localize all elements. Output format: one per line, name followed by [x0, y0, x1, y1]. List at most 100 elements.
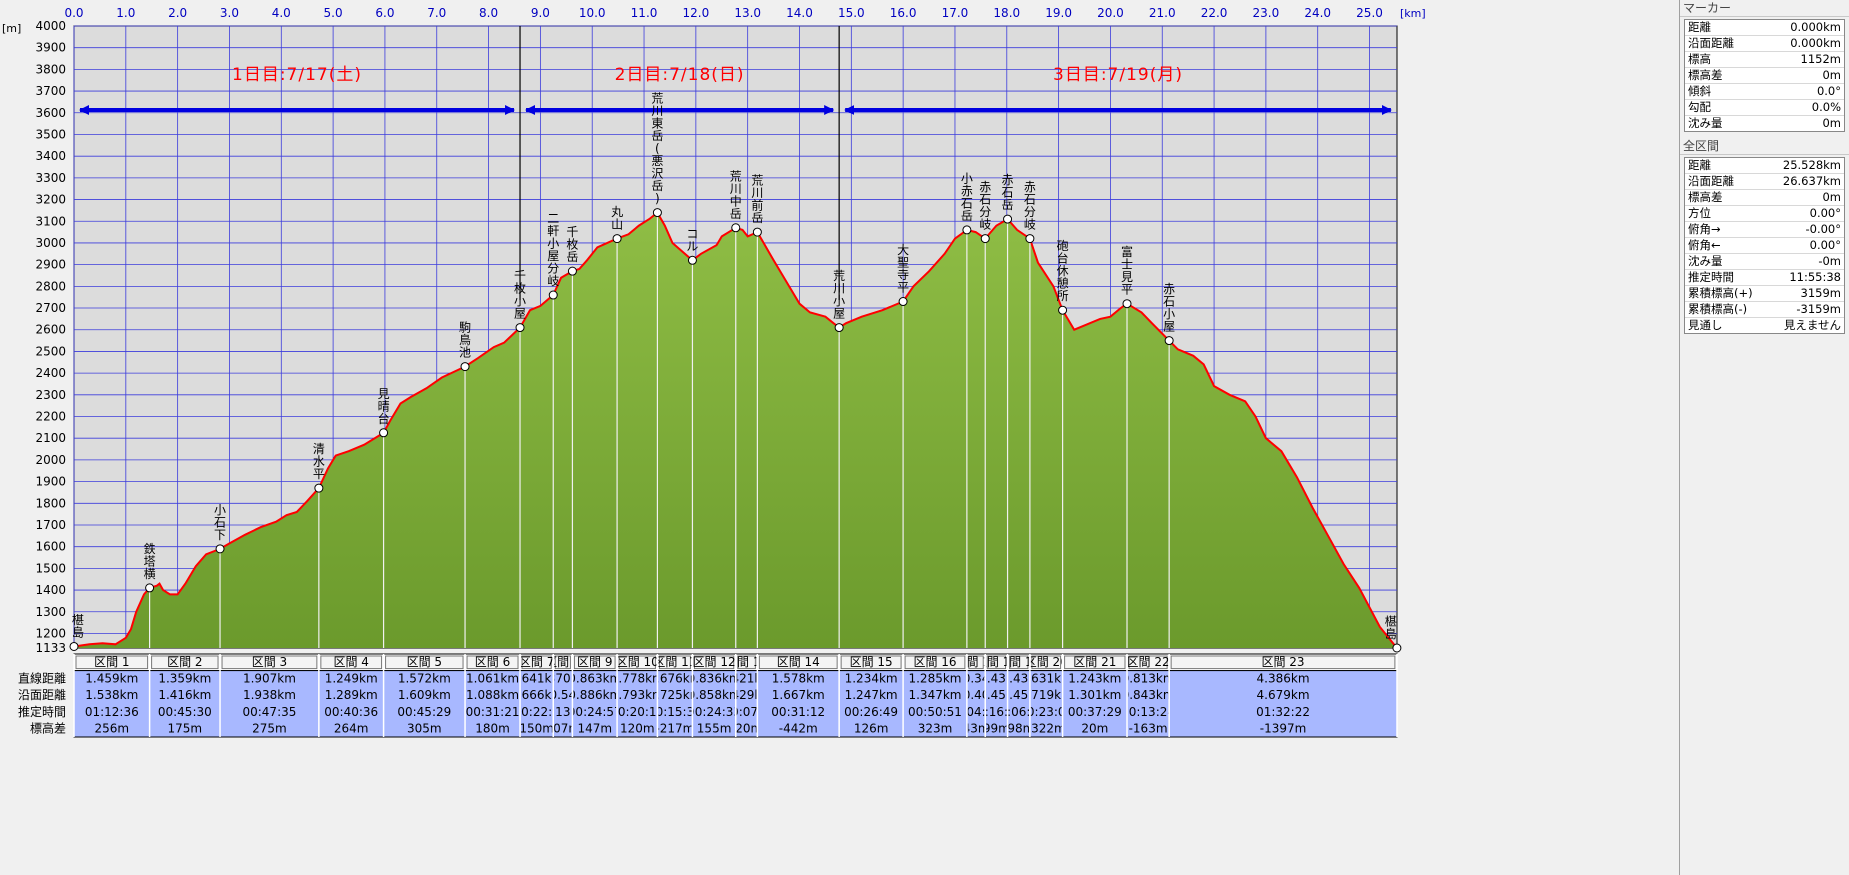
waypoint-label-char: ): [655, 192, 660, 206]
x-tick-label: 5.0: [324, 6, 343, 20]
segment-header-cell: [151, 655, 219, 670]
waypoint-label-char: 石: [961, 196, 973, 210]
waypoint-label-char: 寺: [897, 268, 909, 282]
total-section-title: 全区間: [1680, 138, 1849, 155]
total-row: 累積標高(+) 3159m: [1685, 286, 1844, 302]
total-row: 標高差 0m: [1685, 190, 1844, 206]
total-label: 見通し: [1688, 318, 1723, 332]
y-tick-label: 3900: [35, 41, 66, 55]
y-tick-label: 2200: [35, 410, 66, 424]
segment-value: 00:24:57: [568, 705, 622, 719]
segment-header-cell: [658, 655, 691, 670]
x-tick-label: 23.0: [1253, 6, 1280, 20]
segment-column: 区間 15 1.234km 1.247km 00:26:49 126m: [844, 655, 898, 735]
waypoint-label-char: 岳: [651, 129, 663, 143]
segment-value: 43m: [963, 721, 990, 735]
segment-name: 区間 11: [653, 655, 696, 669]
segment-value: 4.679km: [1257, 688, 1310, 702]
segment-name: 区間 7: [519, 655, 554, 669]
total-value: 3159m: [1800, 286, 1841, 300]
segment-column: 区間 10 0.778km 0.793km 00:20:13 120m: [611, 655, 664, 735]
segment-column: 区間 3 1.907km 1.938km 00:47:35 275m: [242, 655, 296, 735]
waypoint-label-char: 千: [566, 225, 578, 239]
y-tick-label: 2000: [35, 453, 66, 467]
waypoint-label-char: 分: [547, 262, 559, 276]
y-tick-label: 2500: [35, 344, 66, 358]
total-value: 25.528km: [1782, 158, 1841, 172]
waypoint-label-char: 小: [214, 503, 226, 517]
segment-value: 175m: [168, 721, 203, 735]
segment-header-cell: [573, 655, 616, 670]
total-value: 見えません: [1783, 318, 1841, 332]
waypoint-label: 椹島: [72, 613, 84, 640]
waypoint-marker: [1003, 214, 1013, 224]
total-label: 累積標高(+): [1688, 286, 1753, 300]
segment-value: 00:24:33: [687, 705, 741, 719]
waypoint-label-char: (: [655, 142, 660, 156]
total-value: 0.00°: [1809, 238, 1841, 252]
marker-row: 距離 0.000km: [1685, 20, 1844, 36]
waypoint-label-char: 悪: [651, 154, 663, 168]
segment-value: 01:12:36: [85, 705, 139, 719]
segment-value: 180m: [475, 721, 510, 735]
segment-value: 120m: [620, 721, 655, 735]
segment-value: 00:40:36: [324, 705, 378, 719]
segment-value: 4.386km: [1257, 672, 1310, 686]
waypoint-label-char: 砲: [1057, 239, 1069, 253]
y-tick-label: 4000: [35, 19, 66, 33]
segment-row-label: 直線距離: [18, 671, 66, 686]
segment-value: 256m: [95, 721, 130, 735]
marker-value: 1152m: [1800, 52, 1841, 66]
elevation-profile-chart[interactable]: 4000 3900 3800 3700 3600 3500 3400 3300 3200 3100…: [0, 0, 1679, 875]
y-tick-label: 1133: [35, 641, 66, 655]
waypoint-marker: [215, 544, 225, 554]
marker-row: 沿面距離 0.000km: [1685, 36, 1844, 52]
waypoint-label-char: 所: [1057, 289, 1069, 303]
waypoint-marker: [898, 297, 908, 307]
segment-value: 00:22:5: [514, 705, 560, 719]
marker-label: 標高: [1688, 52, 1711, 66]
x-tick-label: 3.0: [220, 6, 239, 20]
segment-value: 150m: [519, 721, 554, 735]
total-value: 0.00°: [1809, 206, 1841, 220]
x-tick-label: 1.0: [116, 6, 135, 20]
total-label: 俯角→: [1688, 222, 1721, 236]
segment-value: 0.34: [963, 672, 990, 686]
waypoint-label-char: 沢: [651, 167, 663, 181]
waypoint-label-char: 赤: [979, 180, 991, 194]
waypoint-marker: [1392, 643, 1402, 653]
segment-name: 区間 15: [850, 655, 893, 669]
waypoint-label-char: 小: [961, 171, 973, 185]
total-value: -3159m: [1796, 302, 1841, 316]
waypoint-label-char: 荒: [730, 169, 742, 183]
waypoint-label-char: 鳥: [459, 332, 471, 347]
waypoint-label-char: 川: [651, 104, 663, 118]
marker-section-title: マーカー: [1680, 0, 1849, 17]
segment-value: 126m: [854, 721, 889, 735]
waypoint-label-char: 見: [1121, 270, 1133, 284]
segment-header-cell: [466, 655, 519, 670]
waypoint-label: 鉄塔横: [144, 541, 156, 581]
y-tick-label: 2400: [35, 366, 66, 380]
waypoint-marker: [515, 323, 525, 333]
segment-value: 275m: [252, 721, 287, 735]
waypoint-label-char: 石: [1002, 186, 1014, 200]
segment-name: 区間 13: [725, 655, 768, 669]
segment-column: 区間 2 1.359km 1.416km 00:45:30 175m: [158, 655, 212, 735]
segment-value: 0.778km: [611, 672, 664, 686]
total-row: 沿面距離 26.637km: [1685, 174, 1844, 190]
waypoint-marker: [731, 223, 741, 233]
waypoint-label-char: 荒: [833, 269, 845, 283]
waypoint-label-char: 島: [1385, 626, 1397, 641]
waypoint-label-char: 枚: [514, 281, 526, 296]
segment-column: 区間 20 0.631km 0.719km 0:23:0 -322m: [1031, 655, 1062, 735]
waypoint-label-char: 下: [214, 528, 226, 542]
waypoint-label-char: 赤: [1002, 173, 1014, 187]
waypoint-label-char: 中: [730, 193, 742, 208]
waypoint-label-char: 岳: [1002, 198, 1014, 212]
y-tick-label: 1500: [35, 561, 66, 575]
segment-value: 1.243km: [1068, 672, 1121, 686]
waypoint-marker: [612, 234, 622, 244]
